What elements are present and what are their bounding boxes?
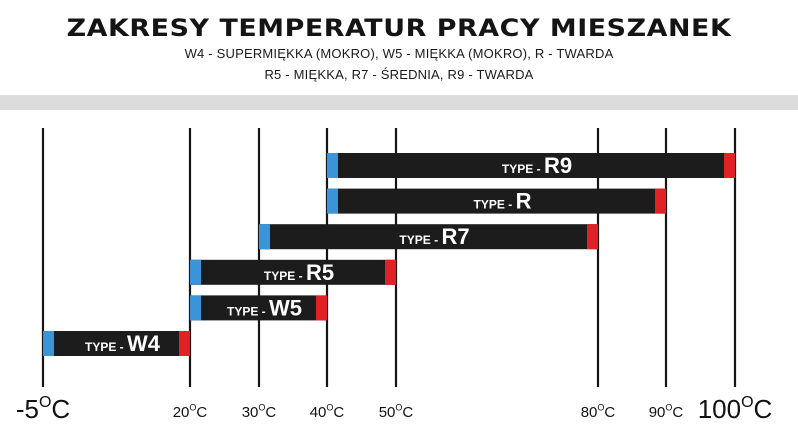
- range-bar-cold-end: [190, 295, 201, 321]
- degree-mark: O: [395, 403, 402, 413]
- degree-mark: O: [189, 403, 196, 413]
- range-bar-hot-end: [655, 188, 666, 214]
- compound-name: R9: [544, 153, 572, 178]
- degree-mark: O: [39, 394, 51, 411]
- tick-value: 50: [379, 404, 396, 421]
- range-bar-r5: TYPE - R5: [190, 259, 396, 285]
- tick-value: 90: [649, 404, 666, 421]
- range-bar-label-w4: TYPE - W4: [85, 331, 161, 356]
- tick-value: 40: [310, 404, 327, 421]
- tick-unit: C: [51, 394, 70, 424]
- range-bar-cold-end: [190, 259, 201, 285]
- range-bar-cold-end: [327, 188, 338, 214]
- range-bar-hot-end: [316, 295, 327, 321]
- compound-name: R7: [441, 224, 469, 249]
- tick-label-40: 40OC: [310, 403, 345, 421]
- tick-unit: C: [604, 404, 615, 421]
- tick-label-30: 30OC: [242, 403, 277, 421]
- tick-value: 20: [173, 404, 190, 421]
- tick-unit: C: [672, 404, 683, 421]
- range-bar-label-r: TYPE - R: [474, 189, 532, 214]
- range-bar-hot-end: [587, 224, 598, 250]
- range-bar-body: [259, 224, 598, 250]
- tick-unit: C: [196, 404, 207, 421]
- tick-unit: C: [265, 404, 276, 421]
- tick-label-20: 20OC: [173, 403, 208, 421]
- tick-label-90: 90OC: [649, 403, 684, 421]
- range-bar-r7: TYPE - R7: [259, 224, 598, 250]
- range-bar-cold-end: [259, 224, 270, 250]
- compound-name: R5: [306, 260, 334, 285]
- compound-name: R: [516, 189, 532, 214]
- tick-label-80: 80OC: [581, 403, 616, 421]
- type-prefix: TYPE -: [227, 304, 269, 318]
- range-bar-label-r7: TYPE - R7: [399, 224, 469, 249]
- type-prefix: TYPE -: [264, 269, 306, 283]
- range-bar-w5: TYPE - W5: [190, 295, 327, 321]
- compound-name: W4: [127, 331, 161, 356]
- tick-value: 100: [698, 394, 741, 424]
- type-prefix: TYPE -: [85, 340, 127, 354]
- range-bar-label-r9: TYPE - R9: [502, 153, 572, 178]
- range-bar-cold-end: [43, 331, 54, 356]
- tick-value: -5: [16, 394, 39, 424]
- tick-value: 80: [581, 404, 598, 421]
- chart-subtitle-line-1: W4 - SUPERMIĘKKA (MOKRO), W5 - MIĘKKA (M…: [184, 46, 614, 61]
- degree-mark: O: [665, 403, 672, 413]
- range-bar-body: [327, 188, 666, 214]
- degree-mark: O: [258, 403, 265, 413]
- type-prefix: TYPE -: [474, 198, 516, 212]
- tick-value: 30: [242, 404, 259, 421]
- tick-unit: C: [754, 394, 773, 424]
- header-divider-band: [0, 95, 798, 110]
- degree-mark: O: [326, 403, 333, 413]
- tick-unit: C: [402, 404, 413, 421]
- range-bar-body: [327, 153, 735, 178]
- tick-unit: C: [333, 404, 344, 421]
- tick-label-50: 50OC: [379, 403, 414, 421]
- degree-mark: O: [597, 403, 604, 413]
- chart-subtitle-line-2: R5 - MIĘKKA, R7 - ŚREDNIA, R9 - TWARDA: [264, 67, 534, 82]
- type-prefix: TYPE -: [502, 162, 544, 176]
- range-bar-cold-end: [327, 153, 338, 178]
- range-bar-hot-end: [385, 259, 396, 285]
- compound-name: W5: [269, 295, 302, 320]
- chart-title: ZAKRESY TEMPERATUR PRACY MIESZANEK: [66, 14, 732, 42]
- degree-mark: O: [741, 394, 753, 411]
- tick-label-100: 100OC: [698, 394, 773, 424]
- tick-label-5: -5OC: [16, 394, 70, 424]
- range-bar-body: [190, 259, 396, 285]
- range-bar-body: [43, 331, 190, 356]
- range-bar-label-r5: TYPE - R5: [264, 260, 334, 285]
- range-bar-r: TYPE - R: [327, 188, 666, 214]
- range-bar-r9: TYPE - R9: [327, 153, 735, 178]
- range-bar-hot-end: [179, 331, 190, 356]
- type-prefix: TYPE -: [399, 233, 441, 247]
- range-bar-body: [190, 295, 327, 321]
- range-bar-hot-end: [724, 153, 735, 178]
- range-bar-w4: TYPE - W4: [43, 331, 190, 356]
- range-bar-label-w5: TYPE - W5: [227, 295, 302, 320]
